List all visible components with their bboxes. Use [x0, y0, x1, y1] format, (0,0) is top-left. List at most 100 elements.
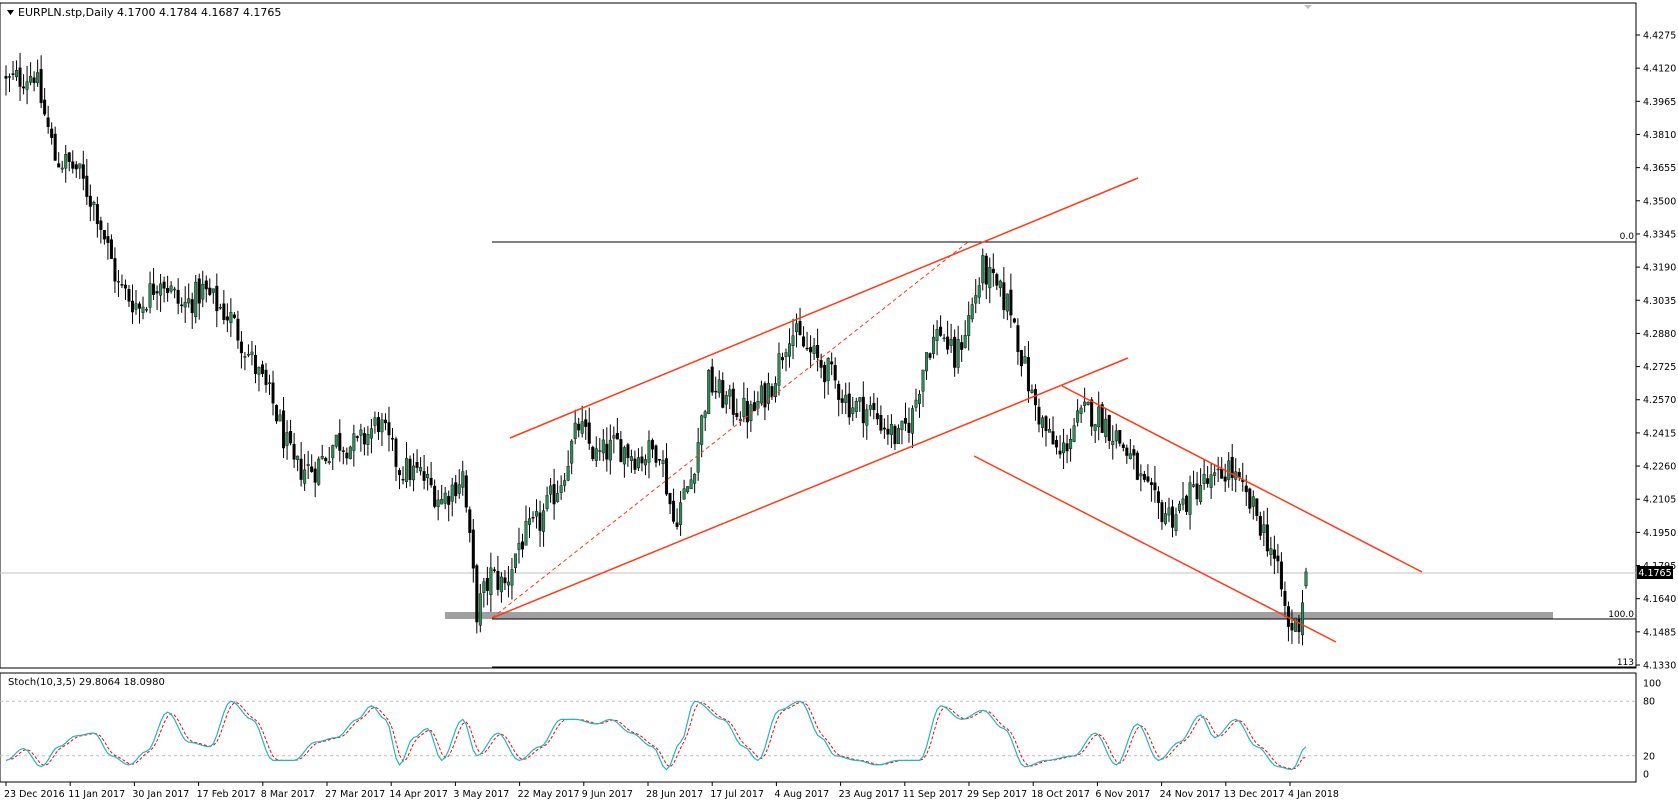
- candle-body: [120, 284, 124, 286]
- candle-body: [78, 163, 82, 169]
- candle-body: [1009, 289, 1013, 316]
- candle-body: [271, 382, 275, 404]
- candle-body: [865, 409, 869, 426]
- time-tick-label: 4 Jan 2018: [1288, 789, 1339, 800]
- candle-body: [1199, 485, 1203, 502]
- candle-body: [766, 382, 770, 404]
- candle-body: [1181, 498, 1185, 505]
- candle-body: [450, 484, 454, 502]
- candle-body: [665, 458, 669, 495]
- candle-body: [492, 569, 496, 571]
- candle-body: [756, 401, 760, 409]
- candle-body: [15, 70, 19, 78]
- candle-body: [1170, 506, 1174, 528]
- candle-body: [289, 431, 293, 444]
- price-tick-label: 4.4120: [1643, 64, 1676, 75]
- candle-body: [81, 164, 85, 179]
- candle-body: [1209, 474, 1213, 488]
- candle-body: [383, 419, 387, 424]
- candle-body: [306, 464, 310, 466]
- candle-body: [145, 308, 149, 311]
- candle-body: [1019, 350, 1023, 367]
- candle-body: [201, 283, 205, 300]
- candle-body: [1090, 399, 1094, 427]
- candle-body: [1079, 407, 1083, 414]
- candle-body: [545, 495, 549, 509]
- candle-body: [1104, 418, 1108, 438]
- candle-body: [1107, 415, 1111, 441]
- candle-body: [1142, 474, 1146, 480]
- candle-body: [654, 445, 658, 463]
- candle-body: [612, 435, 616, 439]
- candle-body: [942, 337, 946, 340]
- candle-body: [485, 578, 489, 591]
- candle-body: [636, 457, 640, 469]
- candle-body: [1230, 457, 1234, 478]
- candle-body: [998, 280, 1002, 288]
- candle-body: [1283, 590, 1287, 606]
- time-tick-label: 17 Jul 2017: [710, 789, 764, 800]
- candle-body: [1012, 318, 1016, 323]
- candle-body: [429, 477, 433, 486]
- candle-body: [939, 326, 943, 336]
- stoch-lines[interactable]: [5, 700, 1307, 771]
- scroll-marker-icon[interactable]: [1304, 5, 1312, 9]
- candle-body: [292, 444, 296, 460]
- candle-body: [879, 414, 883, 431]
- price-tick-label: 4.2105: [1643, 495, 1676, 506]
- down-channel-lower-line[interactable]: [973, 455, 1337, 643]
- candle-body: [1174, 514, 1178, 532]
- support-band[interactable]: [445, 612, 1553, 619]
- price-tick-label: 4.2570: [1643, 395, 1676, 406]
- candle-body: [478, 593, 482, 626]
- candle-body: [362, 433, 366, 445]
- candle-body: [812, 345, 816, 354]
- candle-body: [728, 389, 732, 397]
- candle-body: [538, 512, 542, 531]
- candle-body: [872, 402, 876, 411]
- candle-body: [513, 553, 517, 568]
- candle-body: [640, 456, 644, 464]
- candle-body: [401, 478, 405, 481]
- up-channel-upper-line[interactable]: [509, 177, 1139, 439]
- candle-body: [805, 347, 809, 350]
- candle-body: [844, 394, 848, 403]
- candles[interactable]: [4, 52, 1308, 646]
- fib-diagonal-dotted[interactable]: [491, 241, 969, 619]
- down-channel-upper-line[interactable]: [1061, 385, 1423, 573]
- candle-body: [443, 492, 447, 504]
- candle-body: [159, 283, 163, 296]
- candle-body: [390, 438, 394, 440]
- candle-body: [594, 448, 598, 461]
- candle-body: [570, 440, 574, 464]
- candle-body: [851, 407, 855, 414]
- time-tick-label: 17 Feb 2017: [197, 789, 256, 800]
- candle-body: [826, 358, 830, 382]
- candle-body: [707, 370, 711, 414]
- candle-body: [232, 314, 236, 318]
- candle-body: [1269, 548, 1273, 555]
- candle-body: [36, 72, 40, 84]
- candle-body: [475, 565, 479, 623]
- time-tick-label: 13 Dec 2017: [1224, 789, 1285, 800]
- time-tick-label: 4 Aug 2017: [774, 789, 829, 800]
- fib-label-0: 0.0: [1620, 232, 1635, 242]
- candle-body: [1223, 476, 1227, 482]
- candle-body: [731, 388, 735, 415]
- up-channel-lower-line[interactable]: [491, 357, 1129, 619]
- collapse-arrow-icon[interactable]: [7, 10, 14, 15]
- candle-body: [675, 522, 679, 527]
- candle-body: [535, 511, 539, 517]
- candle-body: [949, 338, 953, 346]
- time-axis[interactable]: 23 Dec 2016 11 Jan 2017 30 Jan 2017 17 Feb …: [4, 782, 1339, 800]
- candle-body: [914, 399, 918, 408]
- candle-body: [967, 315, 971, 336]
- candle-body: [299, 458, 303, 480]
- candle-body: [1185, 495, 1189, 512]
- candle-body: [123, 284, 127, 289]
- candle-body: [162, 281, 166, 289]
- candle-body: [1114, 430, 1118, 442]
- candle-body: [74, 164, 78, 170]
